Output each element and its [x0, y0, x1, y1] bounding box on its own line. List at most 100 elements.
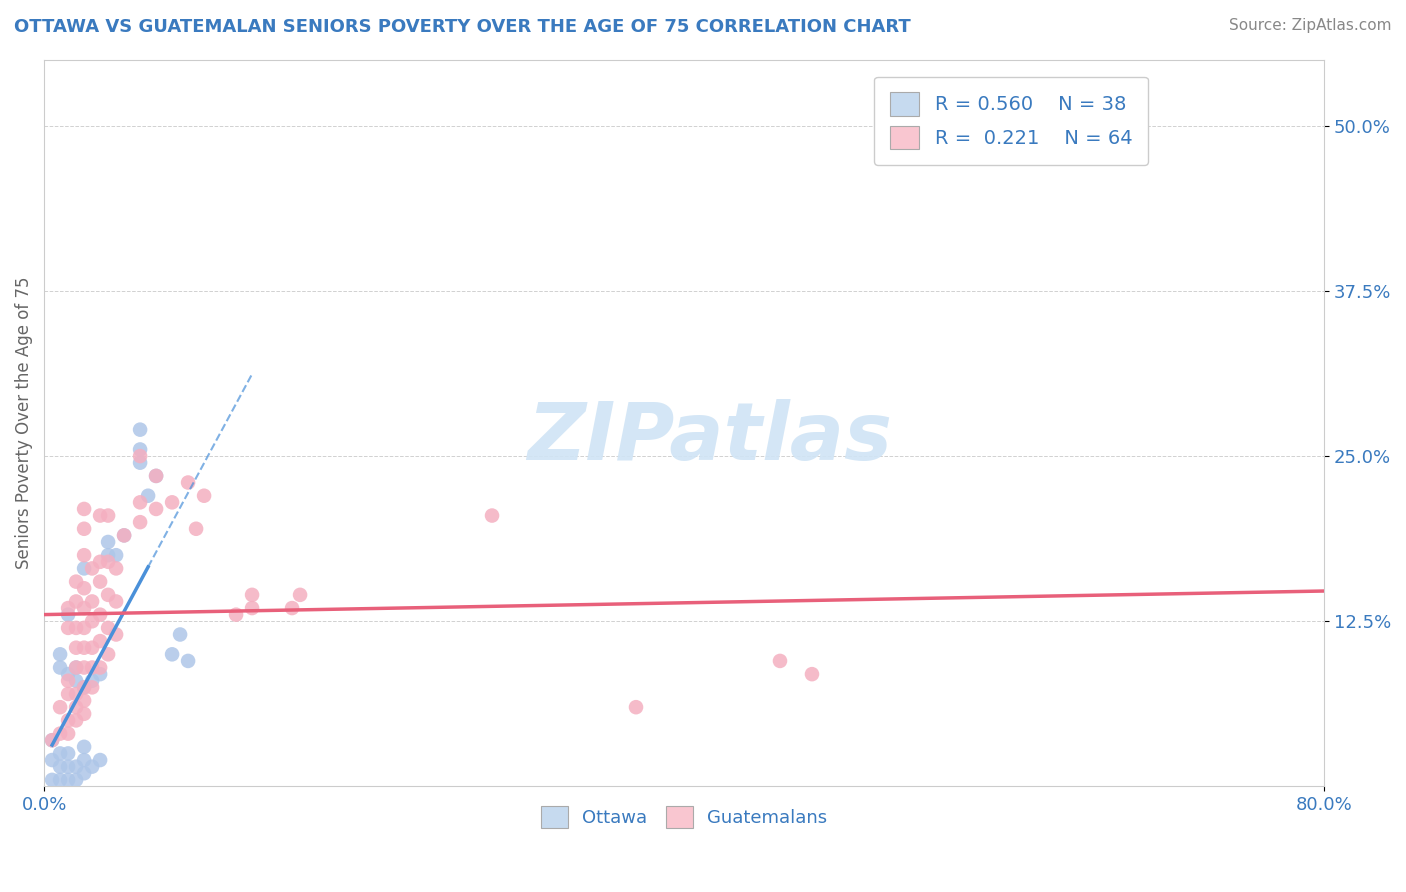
Point	[177, 475, 200, 490]
Point	[73, 522, 96, 536]
Point	[160, 495, 183, 509]
Point	[89, 574, 111, 589]
Point	[105, 561, 128, 575]
Point	[56, 601, 79, 615]
Point	[56, 607, 79, 622]
Point	[65, 640, 87, 655]
Point	[801, 667, 824, 681]
Point	[73, 739, 96, 754]
Point	[56, 673, 79, 688]
Point	[73, 681, 96, 695]
Point	[97, 621, 120, 635]
Text: OTTAWA VS GUATEMALAN SENIORS POVERTY OVER THE AGE OF 75 CORRELATION CHART: OTTAWA VS GUATEMALAN SENIORS POVERTY OVE…	[14, 18, 911, 36]
Point	[65, 700, 87, 714]
Point	[82, 759, 104, 773]
Point	[82, 561, 104, 575]
Point	[73, 548, 96, 562]
Point	[73, 660, 96, 674]
Point	[145, 502, 167, 516]
Point	[56, 687, 79, 701]
Point	[65, 759, 87, 773]
Point	[169, 627, 191, 641]
Point	[97, 548, 120, 562]
Point	[73, 753, 96, 767]
Point	[49, 648, 72, 662]
Point	[73, 640, 96, 655]
Point	[56, 747, 79, 761]
Point	[65, 673, 87, 688]
Point	[112, 528, 135, 542]
Point	[56, 726, 79, 740]
Point	[73, 681, 96, 695]
Point	[129, 449, 152, 463]
Point	[73, 502, 96, 516]
Point	[129, 456, 152, 470]
Point	[41, 733, 63, 747]
Point	[49, 660, 72, 674]
Point	[193, 489, 215, 503]
Point	[97, 648, 120, 662]
Point	[73, 766, 96, 780]
Point	[49, 772, 72, 787]
Point	[65, 594, 87, 608]
Point	[49, 759, 72, 773]
Point	[73, 621, 96, 635]
Point	[288, 588, 311, 602]
Point	[89, 667, 111, 681]
Point	[89, 660, 111, 674]
Point	[82, 615, 104, 629]
Point	[82, 640, 104, 655]
Point	[184, 522, 207, 536]
Point	[82, 660, 104, 674]
Point	[41, 753, 63, 767]
Point	[82, 594, 104, 608]
Point	[105, 594, 128, 608]
Point	[73, 561, 96, 575]
Point	[97, 535, 120, 549]
Point	[281, 601, 304, 615]
Point	[129, 442, 152, 457]
Point	[73, 601, 96, 615]
Point	[105, 548, 128, 562]
Point	[73, 581, 96, 595]
Point	[56, 667, 79, 681]
Point	[89, 555, 111, 569]
Point	[145, 469, 167, 483]
Point	[240, 588, 263, 602]
Point	[129, 423, 152, 437]
Text: ZIPatlas: ZIPatlas	[527, 399, 891, 476]
Point	[73, 693, 96, 707]
Point	[41, 733, 63, 747]
Point	[129, 495, 152, 509]
Point	[82, 681, 104, 695]
Point	[769, 654, 792, 668]
Point	[225, 607, 247, 622]
Point	[56, 621, 79, 635]
Y-axis label: Seniors Poverty Over the Age of 75: Seniors Poverty Over the Age of 75	[15, 277, 32, 569]
Point	[65, 772, 87, 787]
Point	[65, 687, 87, 701]
Point	[65, 621, 87, 635]
Point	[56, 759, 79, 773]
Point	[89, 753, 111, 767]
Point	[56, 714, 79, 728]
Point	[49, 747, 72, 761]
Point	[240, 601, 263, 615]
Point	[89, 634, 111, 648]
Point	[65, 574, 87, 589]
Point	[624, 700, 647, 714]
Point	[481, 508, 503, 523]
Point	[97, 588, 120, 602]
Point	[177, 654, 200, 668]
Point	[56, 772, 79, 787]
Point	[89, 607, 111, 622]
Point	[112, 528, 135, 542]
Text: Source: ZipAtlas.com: Source: ZipAtlas.com	[1229, 18, 1392, 33]
Point	[41, 772, 63, 787]
Point	[73, 706, 96, 721]
Point	[136, 489, 159, 503]
Point	[97, 508, 120, 523]
Point	[160, 648, 183, 662]
Point	[82, 673, 104, 688]
Point	[65, 660, 87, 674]
